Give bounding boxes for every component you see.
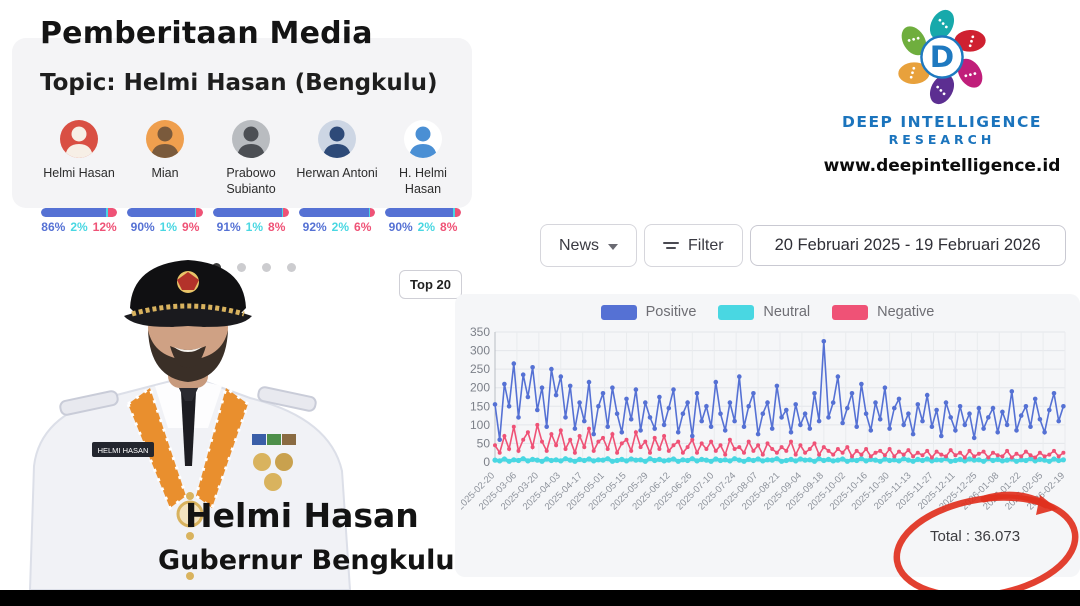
chevron-down-icon	[608, 243, 619, 250]
legend-swatch	[600, 304, 637, 320]
person-sentiment: 90% 1% 9%	[122, 208, 208, 234]
brand-website: www.deepintelligence.id	[823, 156, 1061, 176]
person-card[interactable]: Helmi Hasan	[36, 120, 122, 198]
svg-text:100: 100	[470, 418, 490, 432]
topic-subtitle: Topic: Helmi Hasan (Bengkulu)	[40, 70, 438, 96]
filter-button[interactable]: Filter	[644, 224, 743, 267]
negative-pct: 12%	[92, 220, 117, 234]
negative-pct: 9%	[182, 220, 200, 234]
person-avatar	[232, 120, 270, 158]
legend-item[interactable]: Neutral	[718, 304, 810, 320]
person-sentiment: 86% 2% 12%	[36, 208, 122, 234]
svg-text:250: 250	[470, 362, 490, 376]
negative-pct: 8%	[440, 220, 458, 234]
pagination-dot[interactable]	[262, 263, 271, 272]
legend-label: Negative	[877, 304, 935, 320]
pagination-dot[interactable]	[287, 263, 296, 272]
person-name: Herwan Antoni	[296, 166, 378, 180]
person-card[interactable]: H. Helmi Hasan	[380, 120, 466, 198]
sentiment-bars-row: 86% 2% 12% 90% 1% 9% 91% 1% 8%	[36, 208, 468, 234]
svg-text:50: 50	[477, 436, 491, 450]
sentiment-bar	[299, 208, 375, 217]
person-avatar	[60, 120, 98, 158]
person-name: Mian	[151, 166, 179, 180]
negative-pct: 8%	[268, 220, 286, 234]
sentiment-bar	[213, 208, 289, 217]
positive-pct: 90%	[388, 220, 413, 234]
brand-name: DEEP INTELLIGENCE	[842, 113, 1042, 131]
filter-button-label: Filter	[688, 236, 724, 254]
positive-pct: 86%	[41, 220, 66, 234]
brand-subtitle: RESEARCH	[888, 132, 996, 147]
deep-intelligence-logo-icon: D	[898, 9, 986, 105]
legend-item[interactable]: Positive	[600, 304, 697, 320]
top20-button[interactable]: Top 20	[399, 270, 462, 299]
neutral-pct: 2%	[331, 220, 350, 234]
brand-block: D DEEP INTELLIGENCE RESEARCH www.deepint…	[812, 8, 1072, 176]
person-name: Prabowo Subianto	[226, 166, 276, 197]
legend-label: Positive	[645, 304, 697, 320]
svg-text:150: 150	[470, 399, 490, 413]
person-card[interactable]: Prabowo Subianto	[208, 120, 294, 198]
person-sentiment: 91% 1% 8%	[208, 208, 294, 234]
people-row: Helmi Hasan Mian Prabowo Subianto Herwan…	[36, 120, 468, 198]
neutral-pct: 2%	[70, 220, 88, 234]
total-count-label: Total : 36.073	[930, 528, 1021, 545]
news-dropdown[interactable]: News	[540, 224, 638, 267]
svg-text:350: 350	[470, 326, 490, 339]
news-dropdown-label: News	[559, 236, 600, 254]
person-name: Helmi Hasan	[43, 166, 115, 180]
chart-legend: Positive Neutral Negative	[455, 304, 1080, 320]
legend-swatch	[718, 304, 755, 320]
page-title: Pemberitaan Media	[40, 16, 373, 51]
person-sentiment: 90% 2% 8%	[380, 208, 466, 234]
sentiment-bar	[385, 208, 461, 217]
legend-item[interactable]: Negative	[832, 304, 934, 320]
svg-text:0: 0	[483, 455, 490, 469]
negative-pct: 6%	[354, 220, 372, 234]
sentiment-bar	[127, 208, 203, 217]
svg-text:D: D	[930, 40, 954, 74]
pagination-dot[interactable]	[237, 263, 246, 272]
sentiment-bar	[41, 208, 117, 217]
neutral-pct: 1%	[245, 220, 264, 234]
positive-pct: 92%	[302, 220, 327, 234]
governor-portrait-photo: HELMI HASAN	[28, 260, 352, 590]
person-avatar	[404, 120, 442, 158]
person-name: H. Helmi Hasan	[399, 166, 447, 197]
neutral-pct: 2%	[417, 220, 436, 234]
date-range-picker[interactable]: 20 Februari 2025 - 19 Februari 2026	[749, 225, 1066, 266]
positive-pct: 91%	[216, 220, 241, 234]
person-avatar	[146, 120, 184, 158]
chart-toolbar: News Filter 20 Februari 2025 - 19 Februa…	[540, 224, 1066, 267]
person-card[interactable]: Mian	[122, 120, 208, 198]
positive-pct: 90%	[130, 220, 155, 234]
filter-icon	[663, 242, 680, 249]
bottom-black-bar	[0, 590, 1080, 606]
neutral-pct: 1%	[159, 220, 178, 234]
portrait-nametag: HELMI HASAN	[98, 446, 149, 455]
portrait-name: Helmi Hasan	[185, 496, 419, 535]
legend-swatch	[832, 304, 869, 320]
person-avatar	[318, 120, 356, 158]
person-sentiment: 92% 2% 6%	[294, 208, 380, 234]
portrait-title: Gubernur Bengkulu	[158, 545, 455, 576]
person-card[interactable]: Herwan Antoni	[294, 120, 380, 198]
legend-label: Neutral	[763, 304, 811, 320]
svg-text:200: 200	[470, 381, 490, 395]
svg-text:300: 300	[470, 344, 490, 358]
